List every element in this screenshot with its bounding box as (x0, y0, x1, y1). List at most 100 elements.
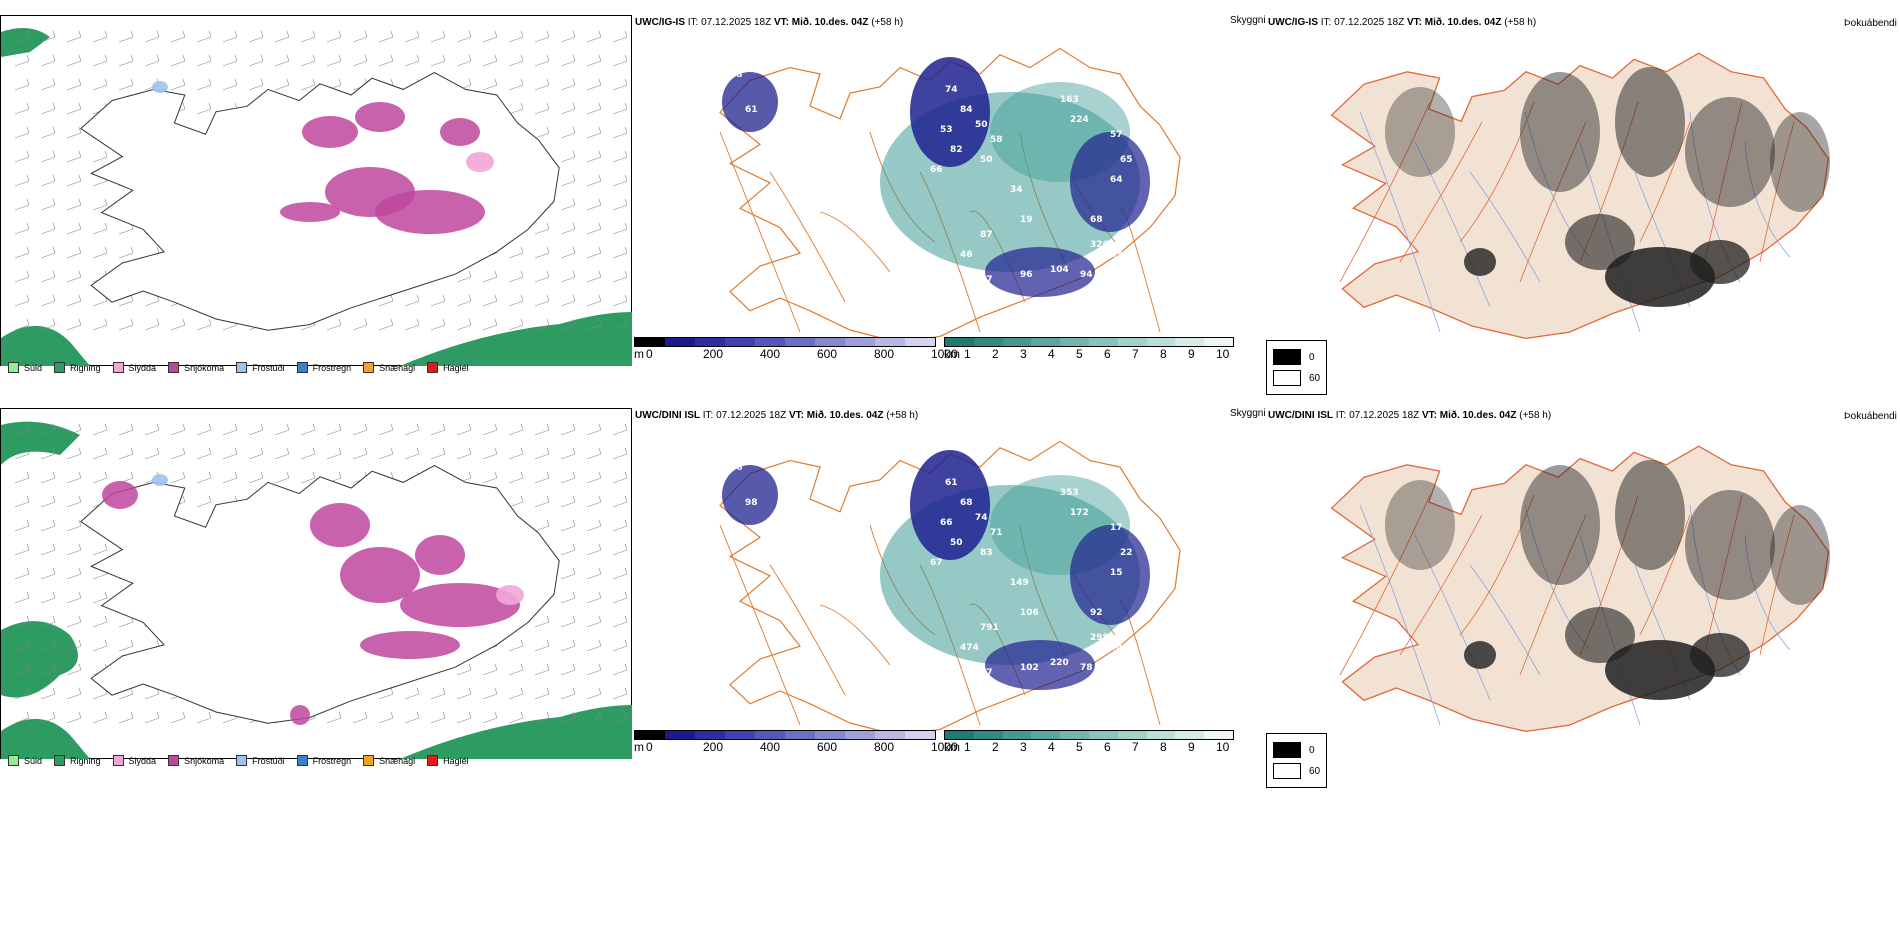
wind-barb (534, 621, 550, 628)
wind-barb (208, 30, 212, 38)
wind-barb (534, 429, 550, 436)
panel-header: UWC/IG-IS IT: 07.12.2025 18Z VT: Mið. 10… (635, 17, 903, 29)
colorbar-tick: 3 (1020, 740, 1027, 754)
wind-barb (156, 30, 160, 38)
wind-barb (546, 663, 550, 671)
cloud-core (985, 640, 1095, 690)
wind-barb (546, 222, 550, 230)
road (769, 564, 846, 696)
model-name: UWC/DINI ISL (1268, 410, 1333, 421)
wind-barb (534, 276, 550, 283)
wind-barb (598, 519, 602, 527)
wind-barb (586, 132, 602, 139)
colorbar-tick: 4 (1048, 740, 1055, 754)
wind-barb (364, 30, 368, 38)
wind-barb (442, 711, 446, 719)
wind-barb (560, 717, 576, 724)
wind-barb (508, 324, 524, 331)
lead-time: (+58 h) (1504, 17, 1537, 28)
wind-barb (468, 423, 472, 431)
wind-barb (508, 36, 524, 43)
cloud-value-label: 78 (1080, 663, 1093, 673)
colorbar-tick: 2 (992, 347, 999, 361)
cloud-value-label: 94 (1080, 270, 1093, 280)
cloud-value-label: 163 (1060, 95, 1079, 105)
wind-barb (416, 687, 420, 695)
wind-barb (534, 324, 550, 331)
wind-barb (312, 78, 316, 86)
wind-barb (586, 36, 602, 43)
wind-barb (560, 477, 576, 484)
wind-barb (624, 54, 628, 62)
legend-label: Frostregn (312, 755, 352, 766)
wind-barb (572, 543, 576, 551)
wind-barb (170, 717, 186, 724)
legend-item: Snæhagl (363, 362, 415, 373)
wind-barb (78, 270, 82, 278)
wind-barb (248, 36, 264, 43)
wind-barb (546, 54, 550, 62)
init-label: IT: (687, 17, 699, 28)
init-time: 07.12.2025 18Z (1349, 410, 1420, 421)
fog-area (1464, 248, 1496, 276)
wind-barb (612, 324, 628, 331)
sleet-area (496, 585, 524, 605)
colorbar-tick: 200 (703, 347, 724, 361)
wind-barb (520, 471, 524, 479)
wind-barb (326, 324, 342, 331)
wind-barb (14, 132, 30, 139)
wind-barb (546, 78, 550, 86)
snow-area (360, 631, 460, 659)
legend-item: Frostúði (236, 755, 285, 766)
wind-barb (624, 447, 628, 455)
cloud-value-label: 104 (1050, 265, 1069, 275)
road (1639, 514, 1691, 636)
wind-barb (40, 621, 56, 628)
wind-barb (416, 711, 420, 719)
colorbar-cell (725, 731, 755, 739)
wind-barb (624, 174, 628, 182)
wind-barb (586, 60, 602, 67)
wind-barb (66, 501, 82, 508)
wind-barb (534, 525, 550, 532)
wind-barb (170, 429, 186, 436)
wind-barb (586, 573, 602, 580)
wind-barb (78, 54, 82, 62)
wind-barb (104, 639, 108, 647)
road (1399, 121, 1483, 263)
cloud-value-label: 474 (960, 643, 979, 653)
wind-barb (26, 591, 30, 599)
wind-barb (612, 525, 628, 532)
wind-barb (130, 447, 134, 455)
wind-barb (26, 519, 30, 527)
wind-barb (586, 621, 602, 628)
wind-barb (430, 453, 446, 460)
colorbar-cell (1060, 731, 1089, 739)
wind-barb (104, 318, 108, 326)
wind-barb (14, 693, 30, 700)
wind-barb (208, 447, 212, 455)
cloud-value-label: 94 (1110, 643, 1123, 653)
fog-title: Þokuábendi (1844, 411, 1897, 422)
wind-barb (130, 54, 134, 62)
wind-barb (104, 246, 108, 254)
wind-barb (300, 453, 316, 460)
wind-barb (78, 663, 82, 671)
precip-map (0, 15, 632, 366)
colorbar-cell (695, 338, 725, 346)
wind-barb (234, 78, 238, 86)
cloud-value-label: 353 (1060, 488, 1079, 498)
wind-barb (66, 669, 82, 676)
wind-barb (624, 78, 628, 86)
wind-barb (494, 54, 498, 62)
precip-legend: Súld Rigning Slydda Snjókoma Frostúði Frostre… (8, 755, 481, 766)
wind-barb (598, 687, 602, 695)
wind-barb (130, 687, 134, 695)
wind-barb (52, 663, 56, 671)
cloud-value-label: 53 (940, 125, 953, 135)
wind-barb (468, 270, 472, 278)
wind-barb (430, 60, 446, 67)
fog-legend-item: 60 (1273, 370, 1320, 386)
wind-barb (352, 60, 368, 67)
wind-barb (390, 471, 394, 479)
